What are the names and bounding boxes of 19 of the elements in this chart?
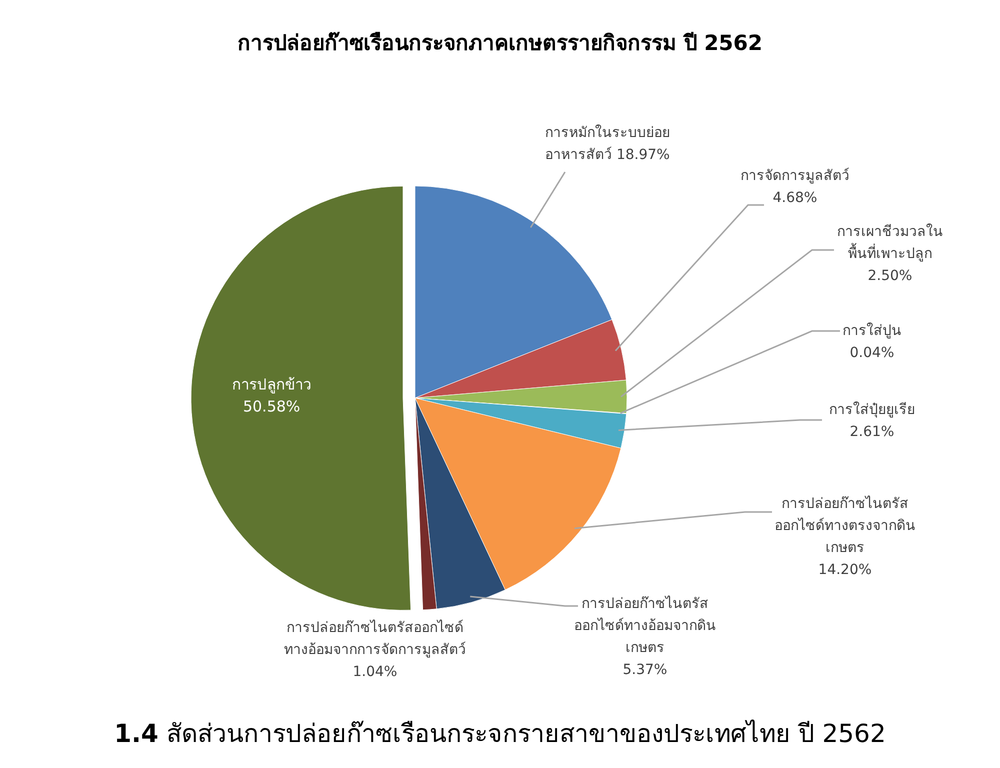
slice-label: การหมักในระบบย่อย อาหารสัตว์ 18.97% (545, 124, 670, 163)
slice-label: การปล่อยก๊าซไนตรัสออกไซด์ ทางอ้อมจากการจัดการมูลสัตว์ (284, 619, 466, 658)
slice-label: การปล่อยก๊าซไนตรัส ออกไซด์ทางตรงจากดิน เกษตร (774, 495, 916, 556)
slice-label: การใส่ปูน (842, 322, 902, 339)
data-label: 4.68% (772, 190, 818, 206)
slice-label: การปลูกข้าว (232, 376, 312, 394)
slice-label: การจัดการมูลสัตว์ (740, 167, 850, 184)
data-label: 5.37% (622, 662, 668, 678)
data-label: 14.20% (818, 562, 872, 578)
data-label: 2.50% (868, 268, 912, 284)
slice-label: การใส่ปุ๋ยยูเรีย (829, 401, 915, 418)
data-label: 0.04% (850, 345, 894, 361)
slice-label: การปล่อยก๊าซไนตรัส ออกไซด์ทางอ้อมจากดิน เกษตร (574, 595, 716, 656)
data-label: 50.58% (242, 398, 300, 416)
data-label: 1.04% (352, 664, 398, 680)
slice-label: การเผาชีวมวลใน พื้นที่เพาะปลูก (837, 223, 943, 262)
text: 1.4 สัดส่วนการปล่อยก๊าซเรือนกระจกรายสาขาของประเทศไทย ปี 2562 (114, 719, 886, 748)
data-label: 2.61% (850, 424, 894, 440)
chart-title: การปล่อยก๊าซเรือนกระจกภาคเกษตรรายกิจกรรม ปี 2562 (237, 31, 763, 55)
